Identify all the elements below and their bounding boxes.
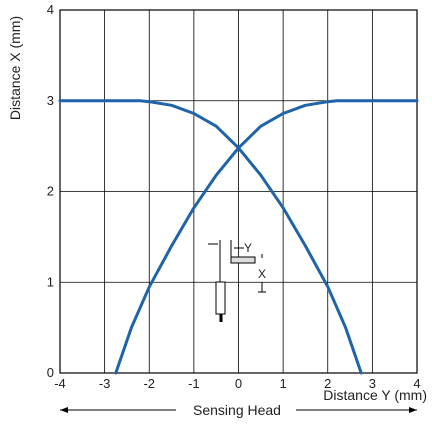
sensor-head-body <box>215 281 226 315</box>
sensor-geometry-inset <box>208 240 266 322</box>
x-tick-label: 0 <box>235 376 242 391</box>
plot-frame <box>59 9 418 374</box>
series-line-2 <box>58 99 363 375</box>
y-tick-label: 2 <box>47 184 54 199</box>
y-tick-label: 3 <box>47 93 54 108</box>
sensing-head-indicator: Sensing Head <box>60 402 417 418</box>
x-tick-label: -3 <box>99 376 111 391</box>
grid-lines <box>59 9 418 374</box>
series-line-1 <box>114 99 419 375</box>
y-axis-label: Distance X (mm) <box>7 16 23 120</box>
x-tick-label: 4 <box>413 376 420 391</box>
x-tick-labels: -4 -3 -2 -1 0 1 2 3 4 <box>54 376 420 391</box>
x-tick-label: -4 <box>54 376 66 391</box>
sensing-head-label: Sensing Head <box>193 402 281 418</box>
x-tick-label: -2 <box>143 376 155 391</box>
inset-x-label: X <box>258 267 266 281</box>
inset-y-label: Y <box>244 241 252 255</box>
x-tick-label: 2 <box>324 376 331 391</box>
x-tick-label: 3 <box>369 376 376 391</box>
x-tick-label: -1 <box>188 376 200 391</box>
target-plate <box>230 256 256 264</box>
y-tick-label: 1 <box>47 274 54 289</box>
x-tick-label: 1 <box>280 376 287 391</box>
series-lines <box>58 99 419 375</box>
left-arrow-icon <box>60 407 68 413</box>
y-tick-label: 4 <box>47 2 54 17</box>
y-tick-labels: 0 1 2 3 4 <box>47 2 54 380</box>
right-arrow-icon <box>409 407 417 413</box>
y-tick-label: 0 <box>47 365 54 380</box>
x-axis-label: Distance Y (mm) <box>323 387 427 403</box>
